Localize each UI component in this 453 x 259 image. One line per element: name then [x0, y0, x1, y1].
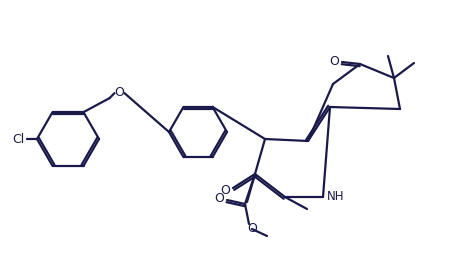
Text: O: O [220, 183, 230, 197]
Text: O: O [214, 192, 224, 205]
Text: NH: NH [327, 190, 345, 203]
Text: O: O [247, 222, 257, 235]
Text: O: O [329, 54, 339, 68]
Text: O: O [115, 86, 125, 99]
Text: Cl: Cl [12, 133, 24, 146]
